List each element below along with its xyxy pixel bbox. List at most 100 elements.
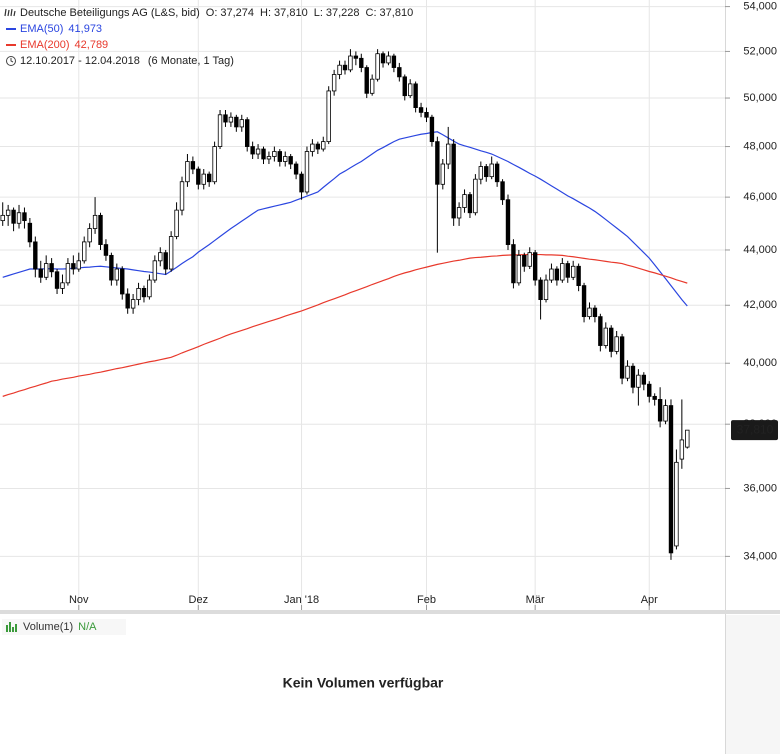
- y-tick-label: 50,000: [743, 92, 777, 104]
- candle-body: [407, 83, 413, 97]
- candle-body: [685, 429, 690, 448]
- quote-label: L:: [314, 7, 323, 19]
- y-tick-label: 36,000: [743, 482, 777, 494]
- mark-layer: 37,810: [0, 49, 778, 560]
- candle-body: [538, 279, 543, 301]
- candle-body: [217, 114, 223, 147]
- candle-body: [467, 194, 473, 214]
- candle-body: [674, 461, 679, 547]
- candle-body: [641, 374, 647, 385]
- candle-body: [201, 173, 206, 185]
- candle-body: [152, 260, 158, 281]
- candle-body: [369, 78, 375, 94]
- volume-area: [0, 615, 725, 754]
- y-tick-label: 52,000: [743, 45, 777, 57]
- clock-icon: [6, 56, 16, 66]
- candle-body: [440, 163, 445, 185]
- candle-body: [130, 299, 136, 309]
- candle-body: [136, 287, 141, 301]
- candle-body: [511, 244, 516, 284]
- candle-body: [652, 395, 657, 400]
- date-range: 12.10.2017 - 12.04.2018: [20, 55, 140, 67]
- candle-body: [505, 199, 511, 245]
- x-tick-label: Nov: [69, 594, 89, 606]
- y-tick-label: 44,000: [743, 244, 777, 256]
- candle-body: [76, 260, 81, 270]
- candle-body: [337, 64, 342, 75]
- candle-body: [478, 166, 484, 180]
- candle-body: [250, 146, 255, 155]
- candle-body: [114, 268, 120, 281]
- candle-body: [223, 114, 228, 123]
- legend: Deutsche Beteiligungs AG (L&S, bid) O: 37,…: [4, 7, 413, 67]
- quote-value: 37,228: [326, 7, 360, 19]
- candle-body: [375, 53, 380, 80]
- candle-body: [500, 181, 505, 201]
- candle-body: [212, 146, 217, 183]
- x-tick-label: Apr: [641, 594, 658, 606]
- candle-body: [647, 383, 652, 397]
- quote-line: Deutsche Beteiligungs AG (L&S, bid) O: 37,…: [20, 7, 413, 19]
- candle-body: [679, 439, 685, 460]
- candle-body: [418, 107, 424, 113]
- volume-message: Kein Volumen verfügbar: [283, 675, 444, 691]
- candle-body: [228, 116, 234, 123]
- candle-body: [310, 143, 315, 152]
- candle-body: [163, 252, 168, 270]
- candle-body: [87, 228, 92, 243]
- candle-body: [489, 163, 494, 178]
- candle-body: [456, 207, 462, 219]
- candle-body: [261, 148, 266, 160]
- candle-body: [206, 173, 212, 183]
- candle-body: [446, 143, 451, 165]
- candle-body: [451, 143, 456, 219]
- candle-body: [190, 161, 196, 170]
- volume-label: Volume(1): [23, 621, 73, 633]
- y-tick-label: 40,000: [743, 357, 777, 369]
- quote-value: 37,274: [220, 7, 254, 19]
- candle-body: [348, 55, 353, 71]
- candle-body: [668, 405, 674, 554]
- x-tick-label: Feb: [417, 594, 436, 606]
- candle-body: [168, 236, 174, 270]
- candle-body: [272, 151, 277, 157]
- legend-entry: EMA(50) 41,973: [20, 23, 102, 35]
- candle-body: [158, 252, 163, 262]
- candle-body: [0, 214, 5, 222]
- candle-body: [516, 254, 522, 284]
- candle-body: [609, 327, 614, 352]
- candle-body: [234, 116, 239, 128]
- candle-body: [196, 168, 201, 185]
- candle-body: [82, 241, 87, 262]
- volume-status: N/A: [78, 621, 97, 633]
- candle-body: [22, 212, 27, 222]
- candle-body: [462, 194, 467, 208]
- y-tick-label: 48,000: [743, 140, 777, 152]
- candle-body: [522, 254, 527, 267]
- x-tick-label: Jan '18: [284, 594, 319, 606]
- candle-body: [625, 365, 630, 379]
- candle-body: [353, 55, 359, 59]
- quote-value: 37,810: [380, 7, 414, 19]
- y-tick-label: 54,000: [743, 0, 777, 12]
- candle-body: [391, 55, 397, 68]
- candle-body: [386, 55, 391, 64]
- candle-body: [402, 76, 407, 97]
- legend-value: 42,789: [75, 39, 109, 51]
- candle-body: [54, 271, 60, 289]
- candle-body: [16, 212, 22, 224]
- volume-axis-area: [726, 615, 780, 754]
- candle-body: [321, 141, 326, 150]
- candle-body: [603, 327, 608, 346]
- legend-value: 41,973: [68, 23, 102, 35]
- candle-body: [636, 374, 641, 388]
- candle-body: [543, 279, 549, 301]
- candle-body: [587, 307, 592, 318]
- quote-value: 37,810: [274, 7, 308, 19]
- candle-body: [147, 279, 152, 298]
- candle-body: [560, 263, 565, 281]
- candle-body: [663, 405, 668, 422]
- candle-body: [619, 336, 625, 379]
- y-tick-label: 34,000: [743, 550, 777, 562]
